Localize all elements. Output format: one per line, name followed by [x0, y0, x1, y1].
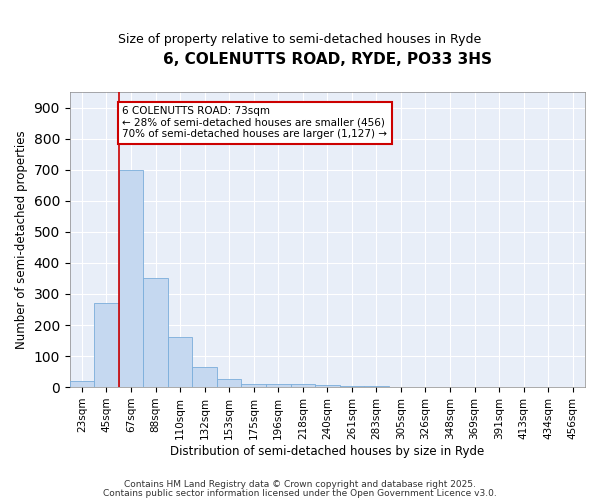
Bar	[315, 384, 340, 387]
Text: 6 COLENUTTS ROAD: 73sqm
← 28% of semi-detached houses are smaller (456)
70% of s: 6 COLENUTTS ROAD: 73sqm ← 28% of semi-de…	[122, 106, 388, 140]
Bar	[217, 380, 241, 387]
Bar	[119, 170, 143, 387]
Bar	[70, 381, 94, 387]
Text: Contains public sector information licensed under the Open Government Licence v3: Contains public sector information licen…	[103, 488, 497, 498]
Bar	[241, 384, 266, 387]
Bar	[94, 304, 119, 387]
Bar	[290, 384, 315, 387]
Text: Contains HM Land Registry data © Crown copyright and database right 2025.: Contains HM Land Registry data © Crown c…	[124, 480, 476, 489]
Bar	[143, 278, 168, 387]
Title: 6, COLENUTTS ROAD, RYDE, PO33 3HS: 6, COLENUTTS ROAD, RYDE, PO33 3HS	[163, 52, 492, 68]
Bar	[168, 338, 193, 387]
X-axis label: Distribution of semi-detached houses by size in Ryde: Distribution of semi-detached houses by …	[170, 444, 484, 458]
Bar	[266, 384, 290, 387]
Bar	[193, 367, 217, 387]
Bar	[340, 386, 364, 387]
Text: Size of property relative to semi-detached houses in Ryde: Size of property relative to semi-detach…	[118, 32, 482, 46]
Bar	[364, 386, 389, 387]
Y-axis label: Number of semi-detached properties: Number of semi-detached properties	[15, 130, 28, 349]
